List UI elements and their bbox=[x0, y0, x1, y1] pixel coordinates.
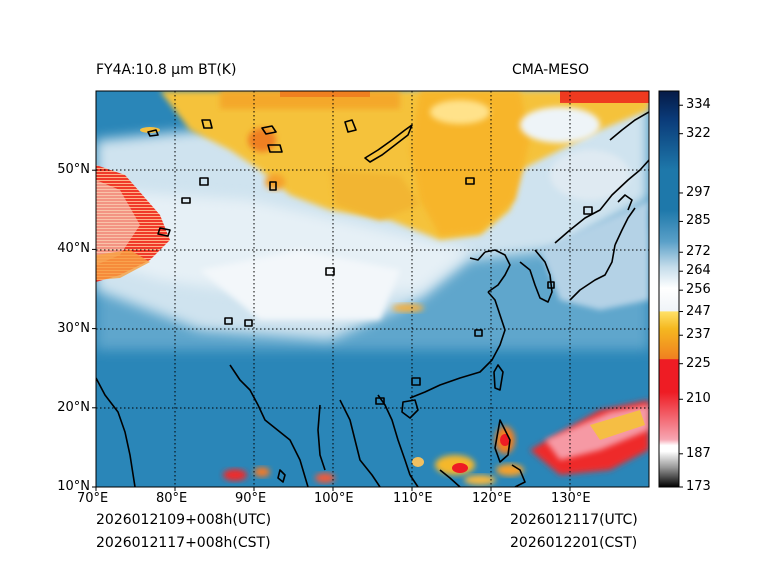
colorbar-tick-label: 264 bbox=[686, 263, 711, 279]
colorbar-tick-label: 256 bbox=[686, 282, 711, 298]
lon-tick-label: 80°E bbox=[156, 491, 188, 506]
lon-tick-label: 130°E bbox=[551, 491, 591, 506]
colorbar-tick-label: 297 bbox=[686, 184, 711, 200]
colorbar-tick-label: 187 bbox=[686, 445, 711, 461]
model-name: CMA-MESO bbox=[512, 62, 590, 78]
lon-tick-label: 100°E bbox=[314, 491, 354, 506]
lat-tick-label: 20°N bbox=[57, 399, 90, 415]
lon-tick-label: 110°E bbox=[393, 491, 433, 506]
map-axis-ticks bbox=[92, 169, 571, 491]
valid-time-cst: 2026012201(CST) bbox=[510, 535, 638, 551]
colorbar-tick-label: 285 bbox=[686, 213, 711, 229]
lon-tick-label: 120°E bbox=[472, 491, 512, 506]
colorbar-tick-label: 322 bbox=[686, 125, 711, 141]
map-title: FY4A:10.8 µm BT(K) bbox=[96, 62, 237, 78]
colorbar-tick-label: 210 bbox=[686, 391, 711, 407]
map-frame bbox=[95, 90, 650, 488]
lon-tick-label: 70°E bbox=[77, 491, 109, 506]
colorbar-tick-label: 247 bbox=[686, 303, 711, 319]
valid-time-utc: 2026012117(UTC) bbox=[510, 512, 638, 528]
lat-tick-label: 10°N bbox=[57, 479, 90, 494]
colorbar-tick-label: 272 bbox=[686, 244, 711, 260]
colorbar-tick-label: 237 bbox=[686, 327, 711, 343]
lat-tick-label: 50°N bbox=[57, 162, 90, 178]
coastlines bbox=[96, 111, 649, 487]
graticule bbox=[96, 91, 649, 487]
brightness-temperature-field bbox=[96, 91, 649, 487]
init-time-utc: 2026012109+008h(UTC) bbox=[96, 512, 272, 528]
lat-tick-label: 30°N bbox=[57, 320, 90, 336]
init-time-cst: 2026012117+008h(CST) bbox=[96, 535, 271, 551]
lon-tick-label: 90°E bbox=[235, 491, 267, 506]
colorbar-tick-label: 334 bbox=[686, 97, 711, 113]
colorbar-tick-label: 173 bbox=[686, 479, 711, 494]
colorbar-tick-label: 225 bbox=[686, 355, 711, 371]
lat-tick-label: 40°N bbox=[57, 241, 90, 257]
